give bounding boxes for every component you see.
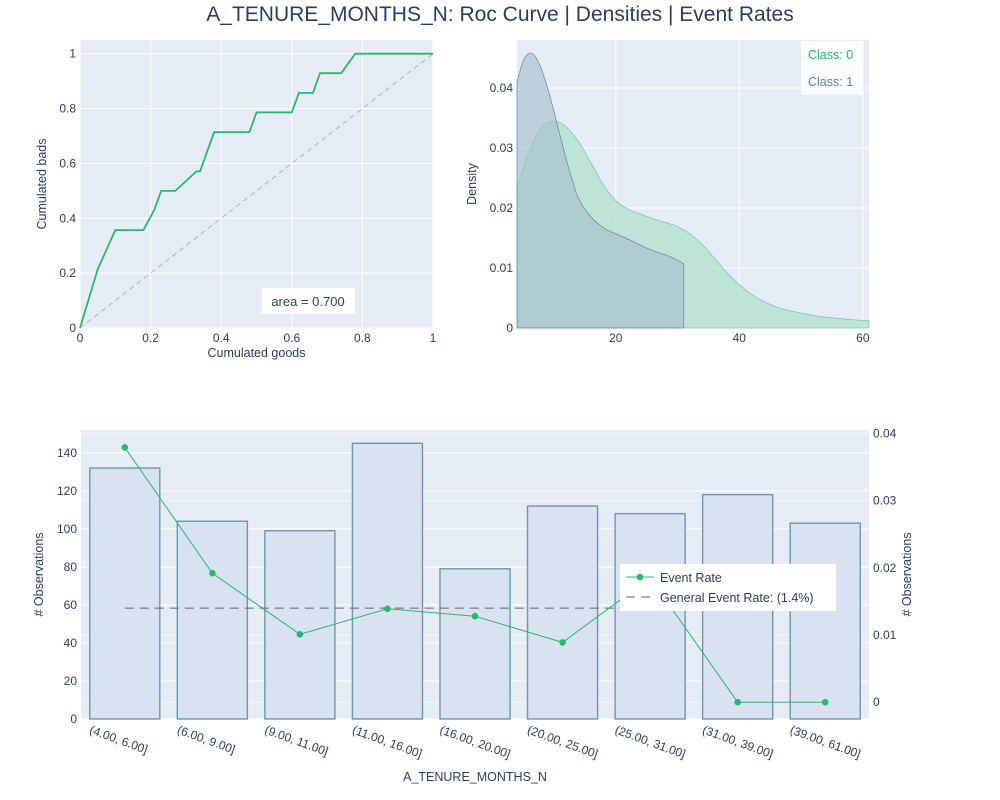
observation-bar xyxy=(789,522,861,720)
roc-y-tick-label: 1 xyxy=(69,47,76,61)
roc-x-tick-label: 0.6 xyxy=(283,331,300,345)
roc-y-tick-label: 0.8 xyxy=(59,102,76,116)
observation-bar xyxy=(264,530,336,720)
roc-diagonal xyxy=(79,53,434,329)
roc-grid xyxy=(79,40,434,329)
observations-tick-label: 120 xyxy=(57,484,77,498)
observations-tick-label: 20 xyxy=(64,674,78,688)
category-tick-label: (31.00, 39.00] xyxy=(701,723,775,761)
chart-title: A_TENURE_MONTHS_N: Roc Curve | Densities… xyxy=(206,3,793,26)
legend-general-event-rate[interactable]: General Event Rate: (1.4%) xyxy=(660,591,814,605)
roc-area-annotation: area = 0.700 xyxy=(262,288,355,314)
category-tick-label: (9.00, 11.00] xyxy=(263,723,330,759)
category-tick-label: (6.00, 9.00] xyxy=(175,723,237,757)
event-rate-tick-label: 0 xyxy=(873,695,880,709)
density-y-tick-label: 0.02 xyxy=(490,201,514,215)
roc-y-tick-label: 0.6 xyxy=(59,156,76,170)
density-y-tick-label: 0.04 xyxy=(490,81,514,95)
observations-tick-label: 100 xyxy=(57,522,77,536)
event-rate-tick-label: 0.03 xyxy=(873,494,897,508)
density-x-tick-label: 20 xyxy=(609,331,623,345)
roc-x-axis-label: Cumulated goods xyxy=(208,346,306,360)
category-tick-label: (25.00, 31.00] xyxy=(613,723,687,761)
category-tick-label: (39.00, 61.00] xyxy=(788,723,862,761)
event-rate-point xyxy=(559,639,566,646)
roc-y-tick-label: 0.4 xyxy=(59,211,76,225)
roc-plot-area xyxy=(80,40,433,328)
event-rate-panel: 0 20 40 60 80 100 120 140 0 0.01 0.02 0.03 0.04 (4.00… xyxy=(32,426,914,784)
roc-ticks: 0 0.2 0.4 0.6 0.8 1 0 0.2 0.4 0.6 0.8 1 xyxy=(59,47,436,345)
observation-bars xyxy=(89,442,861,720)
annotation-box xyxy=(262,288,355,314)
event-rate-x-axis-label: A_TENURE_MONTHS_N xyxy=(403,770,547,784)
roc-y-axis-label: Cumulated bads xyxy=(35,138,49,229)
density-x-tick-label: 40 xyxy=(733,331,747,345)
event-rate-tick-label: 0.01 xyxy=(873,628,897,642)
category-tick-label: (4.00, 6.00] xyxy=(88,723,150,757)
density-y-tick-label: 0 xyxy=(506,321,513,335)
observations-tick-label: 80 xyxy=(64,560,78,574)
legend-box xyxy=(801,41,863,95)
roc-curve xyxy=(79,52,433,329)
event-rate-point xyxy=(209,569,216,577)
event-rate-point xyxy=(296,631,304,638)
observation-bar xyxy=(351,442,424,720)
event-rate-point xyxy=(471,612,479,620)
density-y-tick-label: 0.03 xyxy=(490,141,514,155)
observations-y2-axis-label: # Observations xyxy=(900,532,914,616)
event-rate-legend[interactable]: Event Rate General Event Rate: (1.4%) xyxy=(620,564,836,611)
legend-class-1[interactable]: Class: 1 xyxy=(808,75,853,89)
observations-tick-label: 60 xyxy=(64,598,78,612)
area-annotation: area = 0.700 xyxy=(271,294,344,309)
density-legend[interactable]: Class: 0 Class: 1 xyxy=(801,41,863,95)
roc-x-tick-label: 0.2 xyxy=(142,331,159,345)
event-rate-tick-label: 0.02 xyxy=(873,561,897,575)
category-tick-label: (16.00, 20.00] xyxy=(438,723,512,761)
event-rate-point xyxy=(384,605,391,613)
category-tick-label: (11.00, 16.00] xyxy=(350,723,424,761)
event-rate-point xyxy=(821,698,829,706)
density-panel: 20 40 60 0 0.01 0.02 0.03 0.04 Density Class: 0… xyxy=(465,40,870,345)
roc-panel: 0 0.2 0.4 0.6 0.8 1 0 0.2 0.4 0.6 0.8 1 area = 0.70… xyxy=(35,40,437,360)
roc-x-tick-label: 1 xyxy=(430,331,437,345)
roc-x-tick-label: 0 xyxy=(77,331,84,345)
roc-x-tick-label: 0.8 xyxy=(354,331,371,345)
observation-bar xyxy=(614,512,686,720)
legend-box xyxy=(620,564,836,611)
observation-bar xyxy=(176,520,249,720)
legend-class-0[interactable]: Class: 0 xyxy=(808,48,853,62)
event-rate-tick-label: 0.04 xyxy=(873,426,897,440)
roc-y-tick-label: 0.2 xyxy=(59,266,76,280)
observations-tick-label: 0 xyxy=(70,712,77,726)
event-rate-point xyxy=(734,698,741,706)
density-y-axis-label: Density xyxy=(465,162,479,204)
density-y-tick-label: 0.01 xyxy=(490,261,514,275)
category-tick-label: (20.00, 25.00] xyxy=(526,723,600,761)
roc-y-tick-label: 0 xyxy=(69,321,76,335)
observation-bar xyxy=(439,568,511,720)
legend-event-rate[interactable]: Event Rate xyxy=(660,571,722,585)
event-rate-point xyxy=(121,444,129,451)
density-class-1-area xyxy=(516,52,685,329)
legend-event-rate-marker xyxy=(636,573,644,581)
observations-tick-label: 140 xyxy=(57,446,77,460)
density-x-tick-label: 60 xyxy=(856,331,870,345)
observations-y-axis-label: # Observations xyxy=(32,532,46,616)
observation-bar xyxy=(89,467,161,720)
observations-tick-label: 40 xyxy=(64,636,78,650)
roc-x-tick-label: 0.4 xyxy=(213,331,230,345)
density-ticks: 20 40 60 0 0.01 0.02 0.03 0.04 xyxy=(490,81,870,345)
observation-bar xyxy=(526,505,599,720)
